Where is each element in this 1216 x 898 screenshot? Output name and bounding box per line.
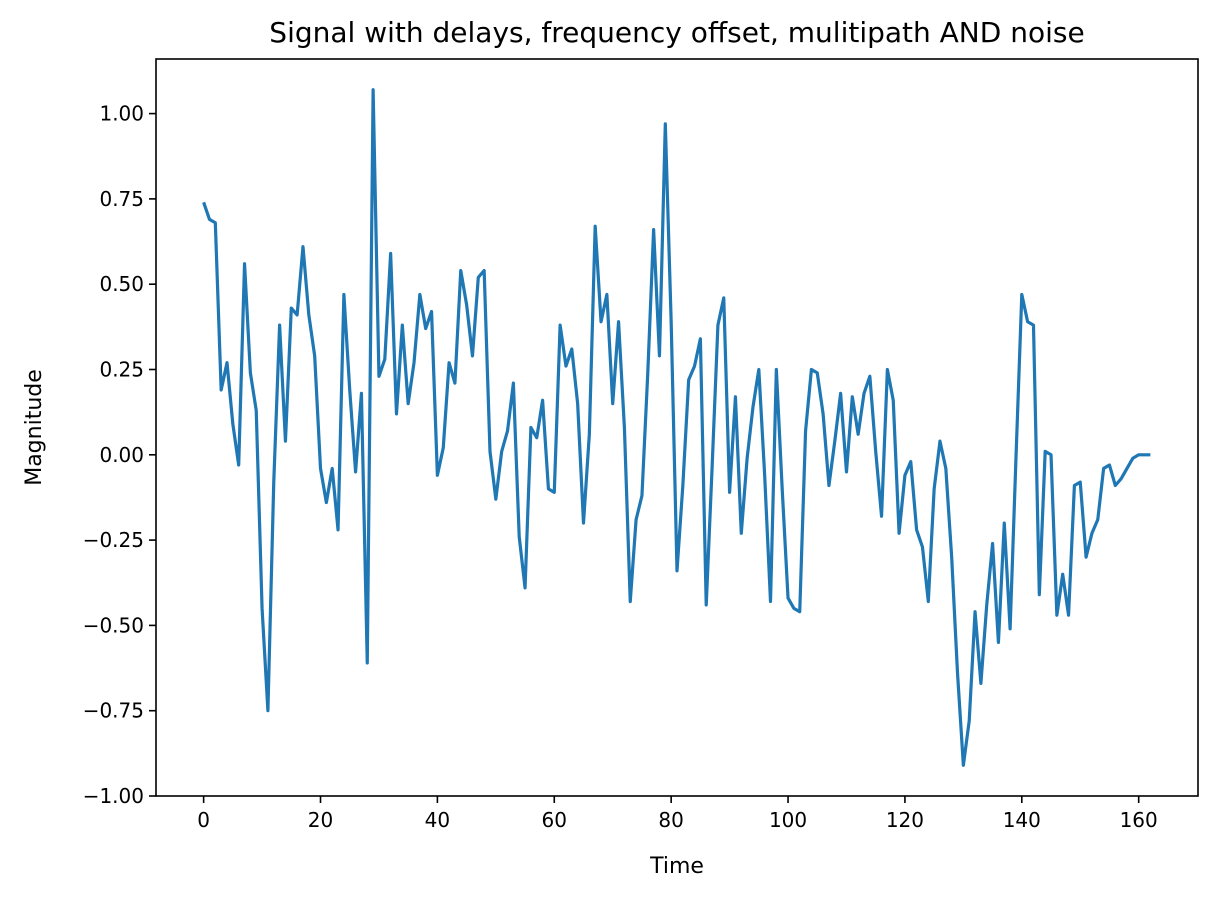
y-tick-label: 0.50 — [99, 272, 144, 296]
y-tick-label: 0.25 — [99, 357, 144, 381]
y-tick-label: 0.00 — [99, 443, 144, 467]
x-tick-label: 20 — [308, 808, 333, 832]
y-tick-label: −0.50 — [83, 613, 144, 637]
y-tick-label: −0.25 — [83, 528, 144, 552]
x-tick-label: 0 — [197, 808, 210, 832]
x-tick-label: 100 — [769, 808, 807, 832]
x-axis-label: Time — [649, 854, 704, 879]
x-tick-label: 40 — [425, 808, 450, 832]
series-line-0 — [202, 88, 1151, 767]
x-tick-label: 120 — [886, 808, 924, 832]
axis-ticks: 0 20 40 60 80 100 120 140 160 1.00 0.75 0.50 0.25 0.0… — [83, 102, 1158, 832]
y-axis-label: Magnitude — [22, 369, 47, 486]
x-tick-label: 140 — [1003, 808, 1041, 832]
y-tick-label: 0.75 — [99, 187, 144, 211]
plot-area — [202, 88, 1151, 767]
chart-title: Signal with delays, frequency offset, mu… — [269, 16, 1084, 49]
y-tick-label: −1.00 — [83, 784, 144, 808]
x-tick-label: 160 — [1120, 808, 1158, 832]
x-tick-label: 60 — [542, 808, 567, 832]
y-tick-label: −0.75 — [83, 699, 144, 723]
axes-frame — [155, 58, 1199, 797]
x-tick-label: 80 — [658, 808, 683, 832]
y-tick-label: 1.00 — [99, 102, 144, 126]
